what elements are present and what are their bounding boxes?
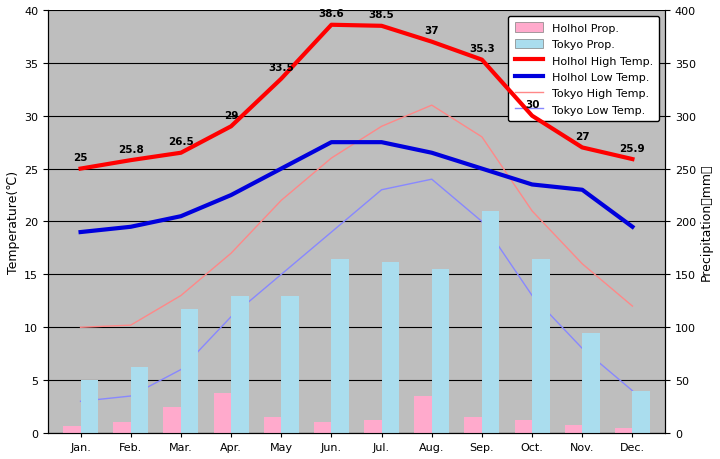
- Text: 25: 25: [73, 153, 88, 163]
- Bar: [582, 333, 600, 433]
- Tokyo Low Temp.: [578, 346, 587, 352]
- Holhol Low Temp.: [428, 151, 436, 156]
- Bar: [632, 391, 650, 433]
- Text: 35.3: 35.3: [469, 44, 495, 54]
- Text: 30: 30: [525, 100, 539, 110]
- Bar: [364, 420, 382, 433]
- Line: Tokyo High Temp.: Tokyo High Temp.: [81, 106, 632, 328]
- Bar: [63, 425, 81, 433]
- Tokyo High Temp.: [327, 156, 336, 162]
- Text: 25.9: 25.9: [620, 143, 645, 153]
- Tokyo High Temp.: [578, 262, 587, 267]
- Text: 37: 37: [425, 26, 439, 36]
- Tokyo Low Temp.: [76, 399, 85, 404]
- Bar: [163, 407, 181, 433]
- Y-axis label: Precipitation（mm）: Precipitation（mm）: [700, 163, 713, 280]
- Holhol Low Temp.: [377, 140, 386, 146]
- Bar: [331, 259, 349, 433]
- Holhol Low Temp.: [628, 224, 636, 230]
- Holhol High Temp.: [227, 124, 235, 130]
- Tokyo High Temp.: [127, 323, 135, 328]
- Text: 29: 29: [224, 111, 238, 121]
- Holhol Low Temp.: [76, 230, 85, 235]
- Bar: [231, 296, 248, 433]
- Legend: Holhol Prop., Tokyo Prop., Holhol High Temp., Holhol Low Temp., Tokyo High Temp.: Holhol Prop., Tokyo Prop., Holhol High T…: [508, 17, 660, 122]
- Bar: [515, 420, 532, 433]
- Holhol High Temp.: [176, 151, 185, 156]
- Bar: [564, 425, 582, 433]
- Text: 38.6: 38.6: [318, 9, 344, 19]
- Holhol High Temp.: [277, 77, 286, 82]
- Y-axis label: Temperature(℃): Temperature(℃): [7, 171, 20, 274]
- Tokyo Low Temp.: [176, 367, 185, 373]
- Bar: [532, 259, 549, 433]
- Holhol High Temp.: [428, 40, 436, 45]
- Tokyo High Temp.: [477, 135, 486, 140]
- Bar: [615, 428, 632, 433]
- Tokyo Low Temp.: [528, 293, 536, 299]
- Tokyo High Temp.: [277, 198, 286, 204]
- Text: 25.8: 25.8: [118, 145, 143, 155]
- Holhol High Temp.: [628, 157, 636, 162]
- Holhol High Temp.: [76, 167, 85, 172]
- Holhol Low Temp.: [578, 188, 587, 193]
- Holhol Low Temp.: [528, 182, 536, 188]
- Line: Holhol High Temp.: Holhol High Temp.: [81, 26, 632, 169]
- Holhol Low Temp.: [277, 167, 286, 172]
- Tokyo Low Temp.: [227, 314, 235, 320]
- Tokyo Low Temp.: [428, 177, 436, 183]
- Tokyo High Temp.: [628, 304, 636, 309]
- Holhol High Temp.: [578, 146, 587, 151]
- Tokyo High Temp.: [176, 293, 185, 299]
- Text: 26.5: 26.5: [168, 137, 194, 147]
- Holhol Low Temp.: [127, 224, 135, 230]
- Holhol High Temp.: [327, 23, 336, 28]
- Holhol High Temp.: [528, 114, 536, 119]
- Bar: [282, 296, 299, 433]
- Bar: [131, 368, 148, 433]
- Tokyo High Temp.: [428, 103, 436, 109]
- Bar: [464, 417, 482, 433]
- Holhol Low Temp.: [176, 214, 185, 219]
- Holhol High Temp.: [477, 58, 486, 63]
- Tokyo High Temp.: [528, 209, 536, 214]
- Holhol High Temp.: [127, 158, 135, 163]
- Bar: [414, 396, 432, 433]
- Tokyo Low Temp.: [477, 219, 486, 225]
- Text: 38.5: 38.5: [369, 11, 395, 20]
- Bar: [113, 423, 131, 433]
- Tokyo Low Temp.: [127, 393, 135, 399]
- Holhol High Temp.: [377, 24, 386, 29]
- Bar: [264, 417, 282, 433]
- Bar: [181, 310, 199, 433]
- Tokyo High Temp.: [76, 325, 85, 330]
- Text: 33.5: 33.5: [269, 63, 294, 73]
- Holhol Low Temp.: [227, 193, 235, 198]
- Tokyo High Temp.: [227, 251, 235, 257]
- Line: Tokyo Low Temp.: Tokyo Low Temp.: [81, 180, 632, 402]
- Holhol Low Temp.: [327, 140, 336, 146]
- Line: Holhol Low Temp.: Holhol Low Temp.: [81, 143, 632, 233]
- Bar: [81, 381, 98, 433]
- Text: 27: 27: [575, 132, 590, 142]
- Tokyo Low Temp.: [327, 230, 336, 235]
- Bar: [482, 212, 500, 433]
- Holhol Low Temp.: [477, 167, 486, 172]
- Bar: [314, 423, 331, 433]
- Bar: [432, 269, 449, 433]
- Tokyo Low Temp.: [277, 272, 286, 278]
- Bar: [214, 393, 231, 433]
- Tokyo High Temp.: [377, 124, 386, 130]
- Tokyo Low Temp.: [377, 188, 386, 193]
- Bar: [382, 262, 399, 433]
- Tokyo Low Temp.: [628, 388, 636, 394]
